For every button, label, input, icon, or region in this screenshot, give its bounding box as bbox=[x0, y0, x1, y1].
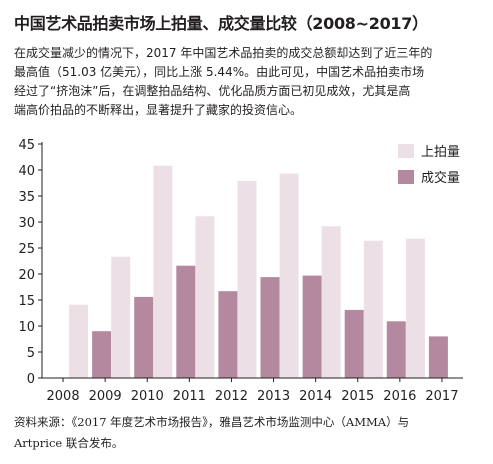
bar-sold bbox=[92, 331, 112, 378]
source-note: 资料来源：《2017 年度艺术市场报告》，雅昌艺术市场监测中心（AMMA）与 A… bbox=[14, 412, 484, 454]
description-line: 在成交量减少的情况下，2017 年中国艺术品拍卖的成交总额却达到了近三年的 bbox=[14, 46, 433, 60]
x-tick-label: 2009 bbox=[89, 389, 122, 404]
bar-sold bbox=[428, 336, 448, 378]
bar-sold bbox=[344, 309, 364, 378]
source-line: Artprice 联合发布。 bbox=[14, 436, 124, 450]
x-tick-label: 2013 bbox=[257, 389, 290, 404]
bar-sold bbox=[386, 321, 406, 378]
bar-sold bbox=[134, 296, 154, 378]
bar-listed bbox=[153, 165, 173, 378]
x-tick-label: 2014 bbox=[299, 389, 332, 404]
bar-sold bbox=[218, 291, 238, 378]
x-tick-label: 2016 bbox=[383, 389, 416, 404]
y-tick-label: 0 bbox=[27, 372, 35, 387]
y-tick-label: 30 bbox=[18, 216, 35, 231]
x-tick-label: 2008 bbox=[47, 389, 80, 404]
y-axis: 0 5 10 15 20 25 30 35 40 45 bbox=[18, 138, 43, 387]
y-tick-label: 40 bbox=[18, 164, 35, 179]
description-text: 在成交量减少的情况下，2017 年中国艺术品拍卖的成交总额却达到了近三年的 最高… bbox=[14, 44, 482, 120]
bar-listed bbox=[237, 180, 257, 378]
x-tick-label: 2010 bbox=[131, 389, 164, 404]
x-tick-label: 2011 bbox=[173, 389, 206, 404]
y-tick-label: 10 bbox=[18, 320, 35, 335]
bar-listed bbox=[195, 216, 215, 378]
x-axis: 2008 2009 2010 2011 2012 2013 2014 2015 2016 2017 bbox=[42, 377, 463, 404]
bar-listed bbox=[321, 226, 341, 378]
bar-listed bbox=[363, 240, 383, 378]
description-line: 最高值（51.03 亿美元），同比上涨 5.44%。由此可见，中国艺术品拍卖市场 bbox=[14, 65, 425, 79]
legend-label-listed: 上拍量 bbox=[421, 145, 460, 160]
description-line: 端高价拍品的不断释出，显著提升了藏家的投资信心。 bbox=[14, 103, 303, 117]
legend-label-sold: 成交量 bbox=[421, 170, 460, 186]
y-tick-label: 20 bbox=[18, 268, 35, 283]
source-line: 资料来源：《2017 年度艺术市场报告》，雅昌艺术市场监测中心（AMMA）与 bbox=[14, 415, 410, 429]
legend-swatch-listed bbox=[398, 144, 414, 158]
chart-title: 中国艺术品拍卖市场上拍量、成交量比较（2008~2017） bbox=[14, 14, 428, 33]
x-tick-label: 2012 bbox=[215, 389, 248, 404]
y-tick-label: 35 bbox=[18, 190, 35, 205]
bar-listed bbox=[69, 304, 89, 378]
bar-sold bbox=[302, 275, 322, 378]
x-tick-label: 2017 bbox=[425, 389, 458, 404]
bar-listed bbox=[111, 256, 131, 378]
bar-sold bbox=[176, 265, 196, 378]
y-tick-label: 45 bbox=[18, 138, 35, 153]
bar-sold bbox=[260, 277, 280, 378]
description-line: 经过了“挤泡沫”后，在调整拍品结构、优化品质方面已初见成效，尤其是高 bbox=[14, 84, 411, 98]
bar-listed bbox=[279, 173, 299, 378]
y-tick-label: 5 bbox=[27, 346, 35, 361]
bars-group bbox=[69, 165, 448, 378]
y-tick-label: 15 bbox=[18, 294, 35, 309]
bar-listed bbox=[405, 238, 425, 378]
y-tick-label: 25 bbox=[18, 242, 35, 257]
legend-swatch-sold bbox=[398, 170, 414, 184]
x-tick-label: 2015 bbox=[341, 389, 374, 404]
